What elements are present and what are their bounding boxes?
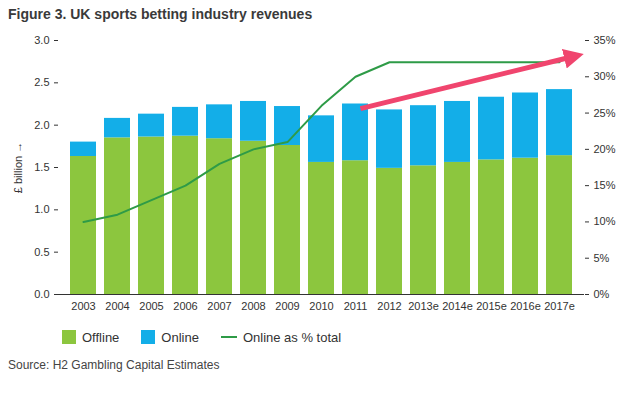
svg-text:25%: 25% xyxy=(594,107,616,119)
svg-text:2016e: 2016e xyxy=(510,300,541,312)
svg-text:2010: 2010 xyxy=(309,300,333,312)
svg-text:0.0: 0.0 xyxy=(34,288,49,300)
html-text:Online: Online xyxy=(161,329,199,345)
svg-text:20%: 20% xyxy=(594,143,616,155)
html-text:Offline: Offline xyxy=(82,329,120,345)
svg-text:10%: 10% xyxy=(594,215,616,227)
svg-text:3.0: 3.0 xyxy=(34,34,49,46)
svg-text:35%: 35% xyxy=(594,34,616,46)
svg-text:2003: 2003 xyxy=(71,300,95,312)
svg-text:2009: 2009 xyxy=(275,300,299,312)
svg-text:£ billion →: £ billion → xyxy=(12,142,24,193)
svg-text:2015e: 2015e xyxy=(476,300,507,312)
svg-text:2.5: 2.5 xyxy=(34,76,49,88)
svg-text:2.0: 2.0 xyxy=(34,119,49,131)
svg-text:2004: 2004 xyxy=(105,300,129,312)
svg-text:15%: 15% xyxy=(594,179,616,191)
svg-text:1.5: 1.5 xyxy=(34,161,49,173)
svg-text:0.5: 0.5 xyxy=(34,246,49,258)
svg-text:2011: 2011 xyxy=(344,300,368,312)
svg-text:2007: 2007 xyxy=(207,300,231,312)
svg-text:2014e: 2014e xyxy=(442,300,473,312)
html-text:Figure 3. UK sports betting in: Figure 3. UK sports betting industry rev… xyxy=(8,6,313,22)
html-text:Online as % total: Online as % total xyxy=(242,329,342,345)
svg-text:0%: 0% xyxy=(594,288,610,300)
svg-text:2005: 2005 xyxy=(139,300,163,312)
html-text:Source: H2 Gambling Capital Es: Source: H2 Gambling Capital Estimates xyxy=(8,358,220,372)
svg-text:2013e: 2013e xyxy=(408,300,439,312)
svg-text:2008: 2008 xyxy=(241,300,265,312)
svg-text:2006: 2006 xyxy=(173,300,197,312)
svg-text:2017e: 2017e xyxy=(544,300,575,312)
svg-text:2012: 2012 xyxy=(377,300,401,312)
svg-text:5%: 5% xyxy=(594,252,610,264)
svg-text:30%: 30% xyxy=(594,70,616,82)
svg-text:1.0: 1.0 xyxy=(34,203,49,215)
